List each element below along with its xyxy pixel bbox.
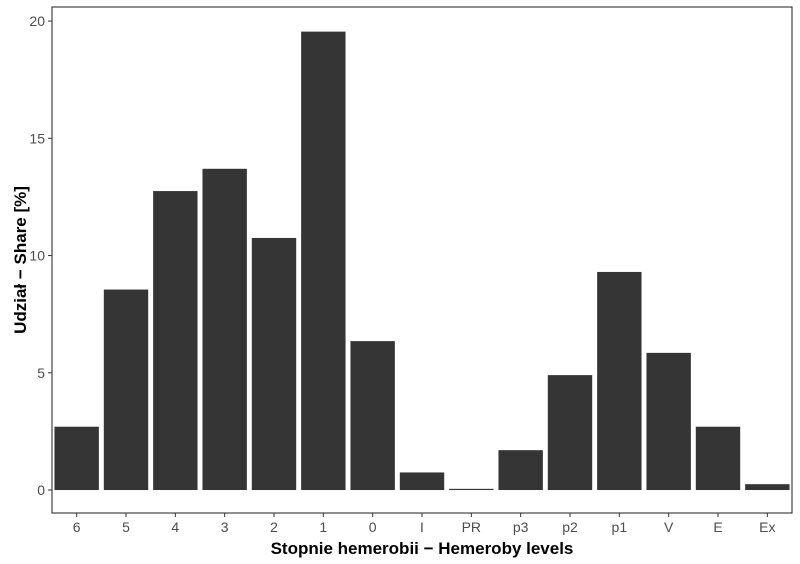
bar-E <box>695 426 741 491</box>
x-axis-title: Stopnie hemerobii − Hemeroby levels <box>271 539 574 558</box>
x-tick-label: p1 <box>612 519 628 535</box>
bars-group <box>54 31 790 491</box>
bar-I <box>399 472 445 491</box>
bar-4 <box>153 191 198 491</box>
bar-0 <box>350 341 395 491</box>
y-axis: 0 5 10 15 20 <box>29 13 52 498</box>
y-tick-label: 20 <box>29 13 45 29</box>
x-tick-label: p3 <box>513 519 529 535</box>
x-tick-label: 4 <box>171 519 179 535</box>
x-tick-label: E <box>713 519 722 535</box>
bar-p2 <box>547 375 593 491</box>
x-tick-label: p2 <box>562 519 578 535</box>
x-axis: 6 5 4 3 2 1 0 I PR p3 p2 p1 V E Ex <box>73 513 776 535</box>
bar-1 <box>301 31 346 491</box>
y-tick-label: 10 <box>29 248 45 264</box>
x-tick-label: 2 <box>270 519 278 535</box>
plot-frame <box>51 6 793 514</box>
y-tick-label: 15 <box>29 130 45 146</box>
x-tick-label: 1 <box>319 519 327 535</box>
y-tick-label: 0 <box>37 482 45 498</box>
bar-Ex <box>745 484 790 491</box>
bar-p1 <box>597 271 642 491</box>
y-tick-label: 5 <box>37 365 45 381</box>
x-tick-label: I <box>420 519 424 535</box>
bar-5 <box>103 289 149 491</box>
x-tick-label: 0 <box>369 519 377 535</box>
x-tick-label: 5 <box>122 519 130 535</box>
y-axis-title: Udział − Share [%] <box>11 186 30 334</box>
x-tick-label: Ex <box>759 519 775 535</box>
bar-V <box>646 352 691 491</box>
x-tick-label: PR <box>462 519 481 535</box>
x-tick-label: 3 <box>221 519 229 535</box>
bar-3 <box>202 168 247 491</box>
x-tick-label: 6 <box>73 519 81 535</box>
bar-2 <box>251 237 297 491</box>
bar-p3 <box>498 450 543 491</box>
bar-6 <box>54 426 99 491</box>
bar-PR <box>449 488 494 491</box>
x-tick-label: V <box>664 519 674 535</box>
